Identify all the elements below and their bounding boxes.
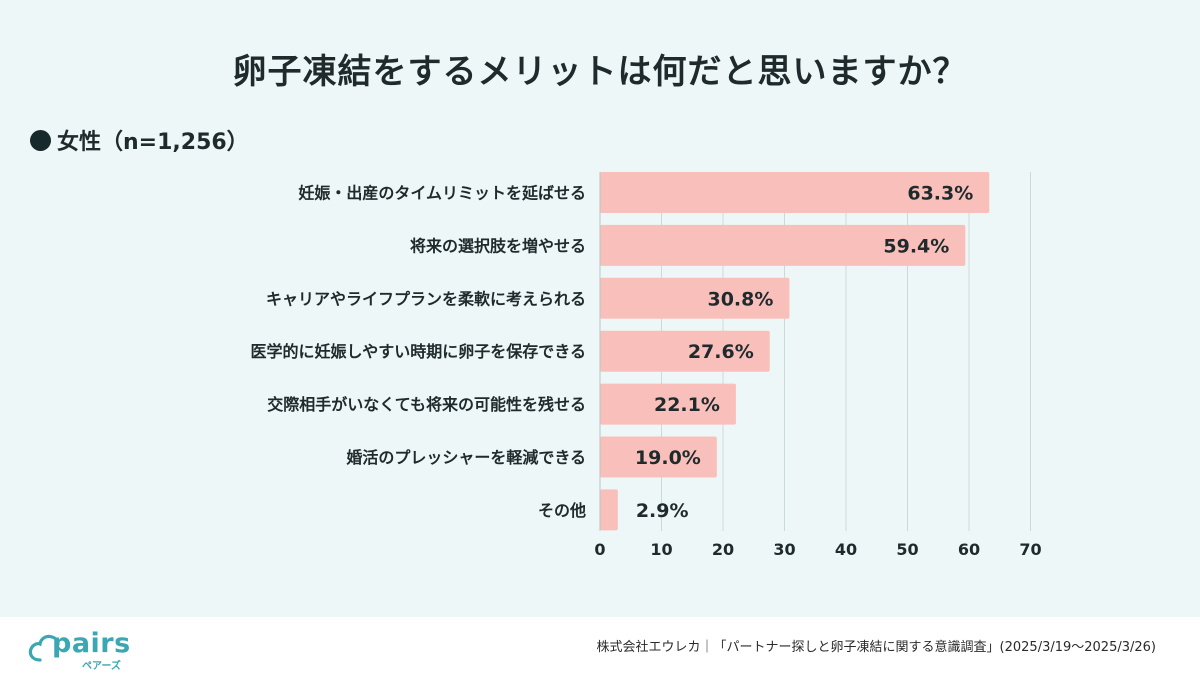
- category-label: 医学的に妊娠しやすい時期に卵子を保存できる: [250, 342, 586, 361]
- x-tick-label: 10: [650, 540, 672, 559]
- source-note: 株式会社エウレカ｜「パートナー探しと卵子凍結に関する意識調査」(2025/3/1…: [596, 640, 1156, 655]
- bullet-dot-icon: [30, 129, 51, 151]
- category-label: キャリアやライフプランを柔軟に考えられる: [266, 289, 586, 308]
- category-label: 将来の選択肢を増やせる: [410, 236, 586, 255]
- category-label: 交際相手がいなくても将来の可能性を残せる: [267, 395, 586, 414]
- data-label: 19.0%: [635, 447, 701, 469]
- bar-chart: 妊娠・出産のタイムリミットを延ばせる 63.3% 将来の選択肢を増やせる 59.4% キ…: [250, 172, 1042, 559]
- bar: [600, 330, 770, 372]
- bar: [600, 224, 966, 266]
- bar: [600, 172, 990, 213]
- respondent-group-label: 女性（n=1,256）: [30, 124, 249, 156]
- data-label: 22.1%: [654, 394, 720, 416]
- logo-subtext: ペアーズ: [82, 661, 121, 672]
- bar: [600, 383, 736, 425]
- pairs-cloud-logo-icon: [28, 634, 60, 662]
- x-tick-label: 20: [712, 540, 734, 559]
- category-label: その他: [538, 501, 586, 520]
- logo-text: pairs: [52, 628, 131, 659]
- footer: [0, 617, 1200, 675]
- respondent-group-text: 女性（n=1,256）: [57, 130, 249, 155]
- bar: [600, 489, 618, 531]
- x-tick-label: 60: [958, 540, 980, 559]
- bar: [600, 277, 790, 319]
- x-tick-label: 30: [773, 540, 795, 559]
- data-label: 30.8%: [707, 288, 773, 310]
- x-tick-label: 40: [835, 540, 857, 559]
- data-label: 59.4%: [883, 235, 949, 257]
- x-tick-label: 50: [896, 540, 918, 559]
- x-tick-label: 70: [1019, 540, 1041, 559]
- data-label: 2.9%: [636, 500, 689, 522]
- category-label: 婚活のプレッシャーを軽減できる: [346, 448, 586, 467]
- chart-title: 卵子凍結をするメリットは何だと思いますか？: [232, 52, 968, 92]
- x-tick-label: 0: [594, 540, 605, 559]
- data-label: 63.3%: [907, 183, 973, 205]
- data-label: 27.6%: [688, 341, 754, 363]
- bar: [600, 436, 717, 478]
- category-label: 妊娠・出産のタイムリミットを延ばせる: [298, 184, 586, 203]
